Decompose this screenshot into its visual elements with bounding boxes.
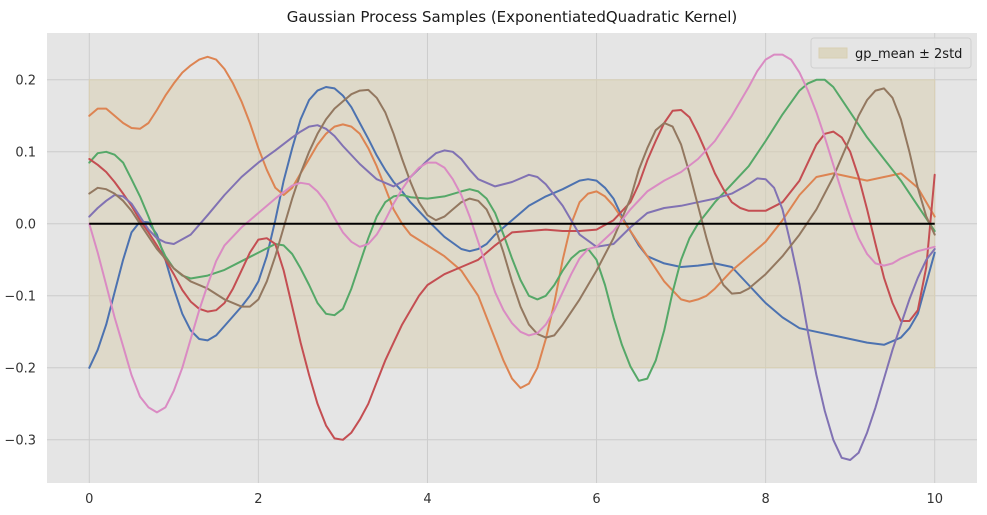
chart-title: Gaussian Process Samples (ExponentiatedQ… bbox=[287, 8, 738, 26]
x-axis-ticks: 0 2 4 6 8 10 bbox=[85, 492, 943, 507]
y-tick-label-2: −0.1 bbox=[4, 289, 36, 304]
y-tick-label-3: 0.0 bbox=[15, 217, 36, 232]
y-tick-label-1: −0.2 bbox=[4, 361, 36, 376]
y-tick-label-0: −0.3 bbox=[4, 433, 36, 448]
y-tick-label-4: 0.1 bbox=[15, 145, 36, 160]
series-line-4 bbox=[88, 109, 936, 441]
x-tick-label-0: 0 bbox=[85, 492, 93, 507]
x-tick-label-3: 6 bbox=[592, 492, 600, 507]
series-line-2 bbox=[88, 55, 936, 389]
legend-swatch bbox=[818, 47, 848, 59]
series-line-5 bbox=[88, 124, 936, 461]
legend-label: gp_mean ± 2std bbox=[855, 47, 962, 62]
legend-box bbox=[810, 37, 972, 69]
series-line-1 bbox=[88, 86, 936, 369]
series-line-6 bbox=[88, 87, 936, 339]
y-axis-ticks: −0.3 −0.2 −0.1 0.0 0.1 0.2 bbox=[4, 73, 36, 448]
x-tick-label-2: 4 bbox=[423, 492, 431, 507]
x-tick-label-4: 8 bbox=[761, 492, 769, 507]
y-tick-label-5: 0.2 bbox=[15, 73, 36, 88]
series-line-7 bbox=[88, 53, 936, 414]
x-tick-label-5: 10 bbox=[926, 492, 943, 507]
x-tick-label-1: 2 bbox=[254, 492, 262, 507]
legend: gp_mean ± 2std bbox=[810, 37, 972, 69]
